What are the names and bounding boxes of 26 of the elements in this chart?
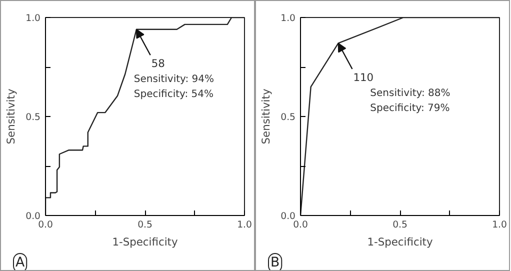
annotation: Specificity: 79%	[370, 102, 450, 114]
y-axis-title: Sensitivity	[260, 88, 273, 144]
y-tick-label: 1.0	[280, 13, 296, 24]
y-tick-label: 0.5	[280, 112, 296, 123]
annotation: 110	[353, 70, 374, 84]
line-series	[46, 18, 244, 216]
y-tick-label: 0.0	[26, 211, 41, 222]
x-tick-label: 0.0	[38, 220, 53, 230]
x-axis-title: 1-Specificity	[367, 236, 433, 248]
line-series	[300, 18, 500, 216]
y-tick-label: 0.5	[26, 112, 41, 123]
annotation: 58	[151, 57, 166, 70]
y-tick-label: 1.0	[26, 13, 41, 24]
x-axis-title: 1-Specificity	[112, 236, 178, 248]
text: B	[270, 256, 280, 270]
x-tick-label: 0.0	[293, 220, 308, 230]
x-tick-label: 0.5	[138, 220, 152, 230]
annotation: Specificity: 54%	[134, 89, 214, 100]
text: A	[16, 256, 25, 270]
annotation: Sensitivity: 94%	[134, 74, 214, 86]
y-axis-title: Sensitivity	[4, 88, 18, 144]
x-tick-label: 0.5	[392, 220, 408, 230]
x-tick-label: 1.0	[237, 220, 252, 230]
y-tick-label: 0.0	[280, 211, 296, 222]
annotation: Sensitivity: 88%	[370, 88, 450, 99]
x-tick-label: 1.0	[492, 220, 507, 230]
